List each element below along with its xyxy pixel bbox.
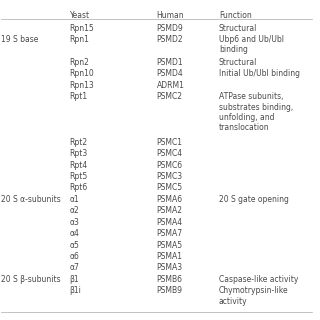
Text: ADRM1: ADRM1 — [157, 81, 185, 90]
Text: 20 S gate opening: 20 S gate opening — [219, 195, 289, 204]
Text: α7: α7 — [70, 263, 80, 272]
Text: PSMD2: PSMD2 — [157, 35, 183, 44]
Text: PSMC2: PSMC2 — [157, 92, 183, 101]
Text: PSMB6: PSMB6 — [157, 275, 183, 284]
Text: 19 S base: 19 S base — [1, 35, 39, 44]
Text: Caspase-like activity: Caspase-like activity — [219, 275, 298, 284]
Text: PSMA1: PSMA1 — [157, 252, 183, 261]
Text: Rpt5: Rpt5 — [70, 172, 88, 181]
Text: 20 S β-subunits: 20 S β-subunits — [1, 275, 61, 284]
Text: Rpt4: Rpt4 — [70, 161, 88, 170]
Text: PSMC6: PSMC6 — [157, 161, 183, 170]
Text: Human: Human — [157, 11, 184, 20]
Text: α1: α1 — [70, 195, 79, 204]
Text: PSMC1: PSMC1 — [157, 138, 183, 147]
Text: PSMA7: PSMA7 — [157, 229, 183, 238]
Text: Yeast: Yeast — [70, 11, 90, 20]
Text: PSMD1: PSMD1 — [157, 58, 183, 67]
Text: PSMA2: PSMA2 — [157, 206, 183, 215]
Text: Structural: Structural — [219, 58, 257, 67]
Text: Rpn13: Rpn13 — [70, 81, 94, 90]
Text: Rpn15: Rpn15 — [70, 24, 94, 33]
Text: Rpt2: Rpt2 — [70, 138, 88, 147]
Text: α4: α4 — [70, 229, 80, 238]
Text: Rpn10: Rpn10 — [70, 69, 94, 78]
Text: Initial Ub/Ubl binding: Initial Ub/Ubl binding — [219, 69, 300, 78]
Text: α6: α6 — [70, 252, 80, 261]
Text: Chymotrypsin-like
activity: Chymotrypsin-like activity — [219, 286, 288, 306]
Text: Ubp6 and Ub/Ubl
binding: Ubp6 and Ub/Ubl binding — [219, 35, 284, 54]
Text: α2: α2 — [70, 206, 79, 215]
Text: ATPase subunits,
substrates binding,
unfolding, and
translocation: ATPase subunits, substrates binding, unf… — [219, 92, 293, 132]
Text: β1: β1 — [70, 275, 79, 284]
Text: Function: Function — [219, 11, 252, 20]
Text: α5: α5 — [70, 241, 80, 250]
Text: PSMB9: PSMB9 — [157, 286, 183, 295]
Text: Rpt1: Rpt1 — [70, 92, 88, 101]
Text: β1i: β1i — [70, 286, 82, 295]
Text: Rpn1: Rpn1 — [70, 35, 90, 44]
Text: PSMA4: PSMA4 — [157, 218, 183, 227]
Text: Rpt6: Rpt6 — [70, 183, 88, 192]
Text: PSMA6: PSMA6 — [157, 195, 183, 204]
Text: Rpt3: Rpt3 — [70, 149, 88, 158]
Text: 20 S α-subunits: 20 S α-subunits — [1, 195, 61, 204]
Text: Structural: Structural — [219, 24, 257, 33]
Text: PSMA5: PSMA5 — [157, 241, 183, 250]
Text: PSMC3: PSMC3 — [157, 172, 183, 181]
Text: α3: α3 — [70, 218, 80, 227]
Text: Rpn2: Rpn2 — [70, 58, 90, 67]
Text: PSMC5: PSMC5 — [157, 183, 183, 192]
Text: PSMA3: PSMA3 — [157, 263, 183, 272]
Text: PSMD9: PSMD9 — [157, 24, 183, 33]
Text: PSMD4: PSMD4 — [157, 69, 183, 78]
Text: PSMC4: PSMC4 — [157, 149, 183, 158]
